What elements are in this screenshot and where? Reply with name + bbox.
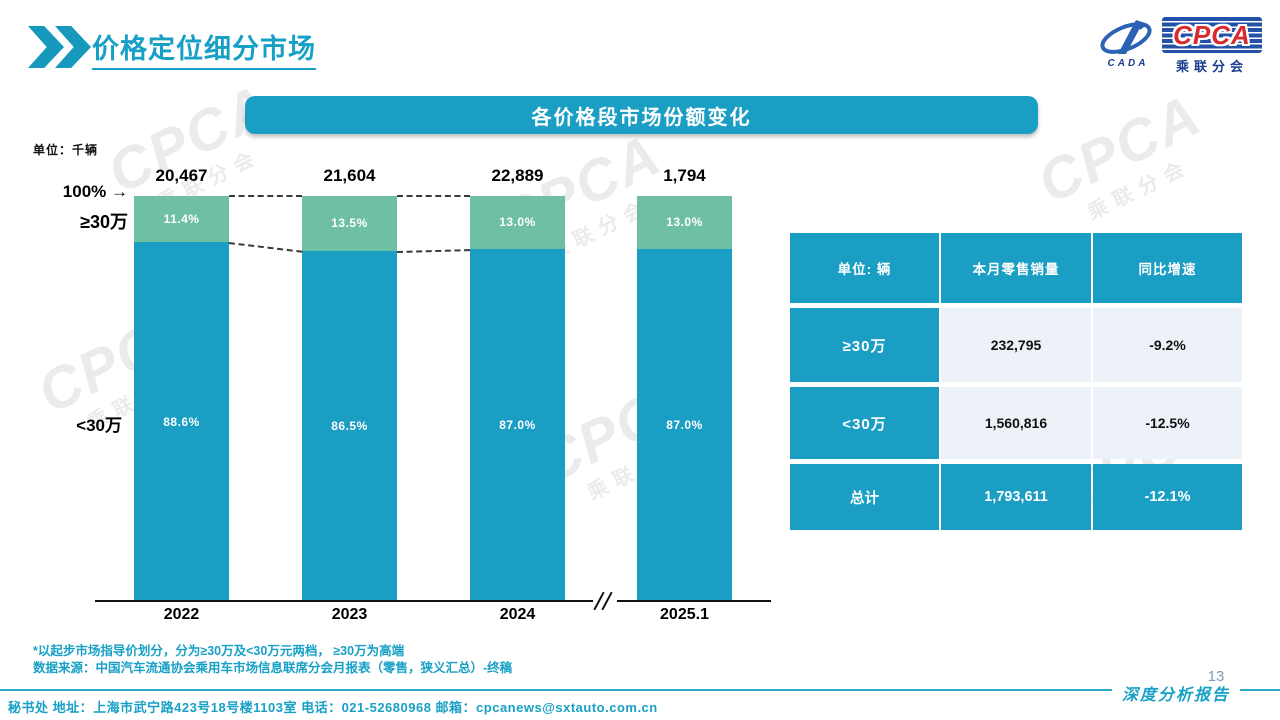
stacked-bar-2023: 13.5% 86.5% — [302, 196, 397, 601]
x-tick-2022: 2022 — [163, 606, 200, 623]
dashed-connector-top — [229, 195, 302, 197]
table-header-yoy: 同比增速 — [1093, 233, 1242, 303]
bar-segment-high: 13.0% — [637, 196, 732, 249]
x-tick-2024: 2024 — [499, 606, 536, 623]
bar-segment-high: 13.0% — [470, 196, 565, 249]
bar-segment-high: 11.4% — [134, 196, 229, 243]
bar-segment-high: 13.5% — [302, 196, 397, 251]
table-cell-sales: 1,793,611 — [941, 464, 1091, 530]
table-cell-sales: 232,795 — [941, 308, 1091, 382]
bar-segment-low: 86.5% — [302, 250, 397, 601]
sales-table: 单位: 辆 本月零售销量 同比增速 ≥30万 232,795 -9.2% <30… — [790, 233, 1242, 530]
table-header-unit: 单位: 辆 — [790, 233, 939, 303]
footnote-line: *以起步市场指导价划分，分为≥30万及<30万元两档， ≥30万为高端 — [33, 644, 405, 658]
footnotes: *以起步市场指导价划分，分为≥30万及<30万元两档， ≥30万为高端 数据来源… — [33, 643, 512, 677]
table-row-label: ≥30万 — [790, 308, 939, 382]
report-tag: 深度分析报告 — [1112, 681, 1241, 705]
x-tick-2023: 2023 — [331, 606, 368, 623]
series-high-label: ≥30万 — [80, 212, 128, 232]
table-cell-sales: 1,560,816 — [941, 387, 1091, 459]
bar-segment-low: 87.0% — [637, 248, 732, 601]
bar-segment-low: 88.6% — [134, 242, 229, 601]
page-number: 13 — [1207, 668, 1225, 685]
stacked-bar-2025: 13.0% 87.0% — [637, 196, 732, 601]
chart-unit-label: 单位：千辆 — [33, 143, 99, 157]
x-tick-2025: 2025.1 — [660, 606, 709, 623]
cpca-logo: CADA CPCA 乘联分会 — [1096, 14, 1266, 74]
axis-100-label: 100% → — [62, 182, 128, 201]
table-cell-yoy: -12.5% — [1093, 387, 1242, 459]
table-cell-yoy: -12.1% — [1093, 464, 1242, 530]
table-row-label: <30万 — [790, 387, 939, 459]
stacked-bar-2024: 13.0% 87.0% — [470, 196, 565, 601]
x-axis-line — [95, 600, 771, 602]
page-title: 价格定位细分市场 — [92, 27, 316, 70]
cpca-swoosh-icon — [1100, 20, 1152, 54]
table-row-label: 总计 — [790, 464, 939, 530]
dashed-connector-boundary — [397, 249, 471, 253]
axis-break-icon — [593, 590, 617, 612]
cpca-text: CPCA — [1173, 19, 1251, 50]
stacked-bar-2022: 11.4% 88.6% — [134, 196, 229, 601]
table-header-sales: 本月零售销量 — [941, 233, 1091, 303]
table-cell-yoy: -9.2% — [1093, 308, 1242, 382]
cpca-subtitle: 乘联分会 — [1175, 59, 1248, 74]
footnote-line: 数据来源：中国汽车流通协会乘用车市场信息联席分会月报表（零售，狭义汇总）-终稿 — [33, 661, 513, 675]
footer-divider — [0, 689, 1280, 691]
dashed-connector-top — [397, 195, 470, 197]
dashed-connector-boundary — [228, 242, 303, 253]
footer-contact: 秘书处 地址：上海市武宁路423号18号楼1103室 电话：021-526809… — [8, 700, 658, 715]
bar-total-2025: 1,794 — [663, 166, 706, 185]
bar-total-2023: 21,604 — [323, 166, 376, 185]
double-chevron-icon — [28, 26, 92, 68]
series-low-label: <30万 — [76, 416, 122, 435]
cada-text: CADA — [1107, 58, 1149, 69]
chart-banner: 各价格段市场份额变化 — [245, 96, 1038, 134]
bar-total-2022: 20,467 — [155, 166, 208, 185]
bar-segment-low: 87.0% — [470, 248, 565, 601]
cpca-flag: CPCA — [1162, 17, 1262, 53]
chart-banner-title: 各价格段市场份额变化 — [531, 106, 752, 129]
cpca-watermark: CPCA 乘联分会 — [1027, 82, 1212, 225]
bar-total-2024: 22,889 — [491, 166, 544, 185]
